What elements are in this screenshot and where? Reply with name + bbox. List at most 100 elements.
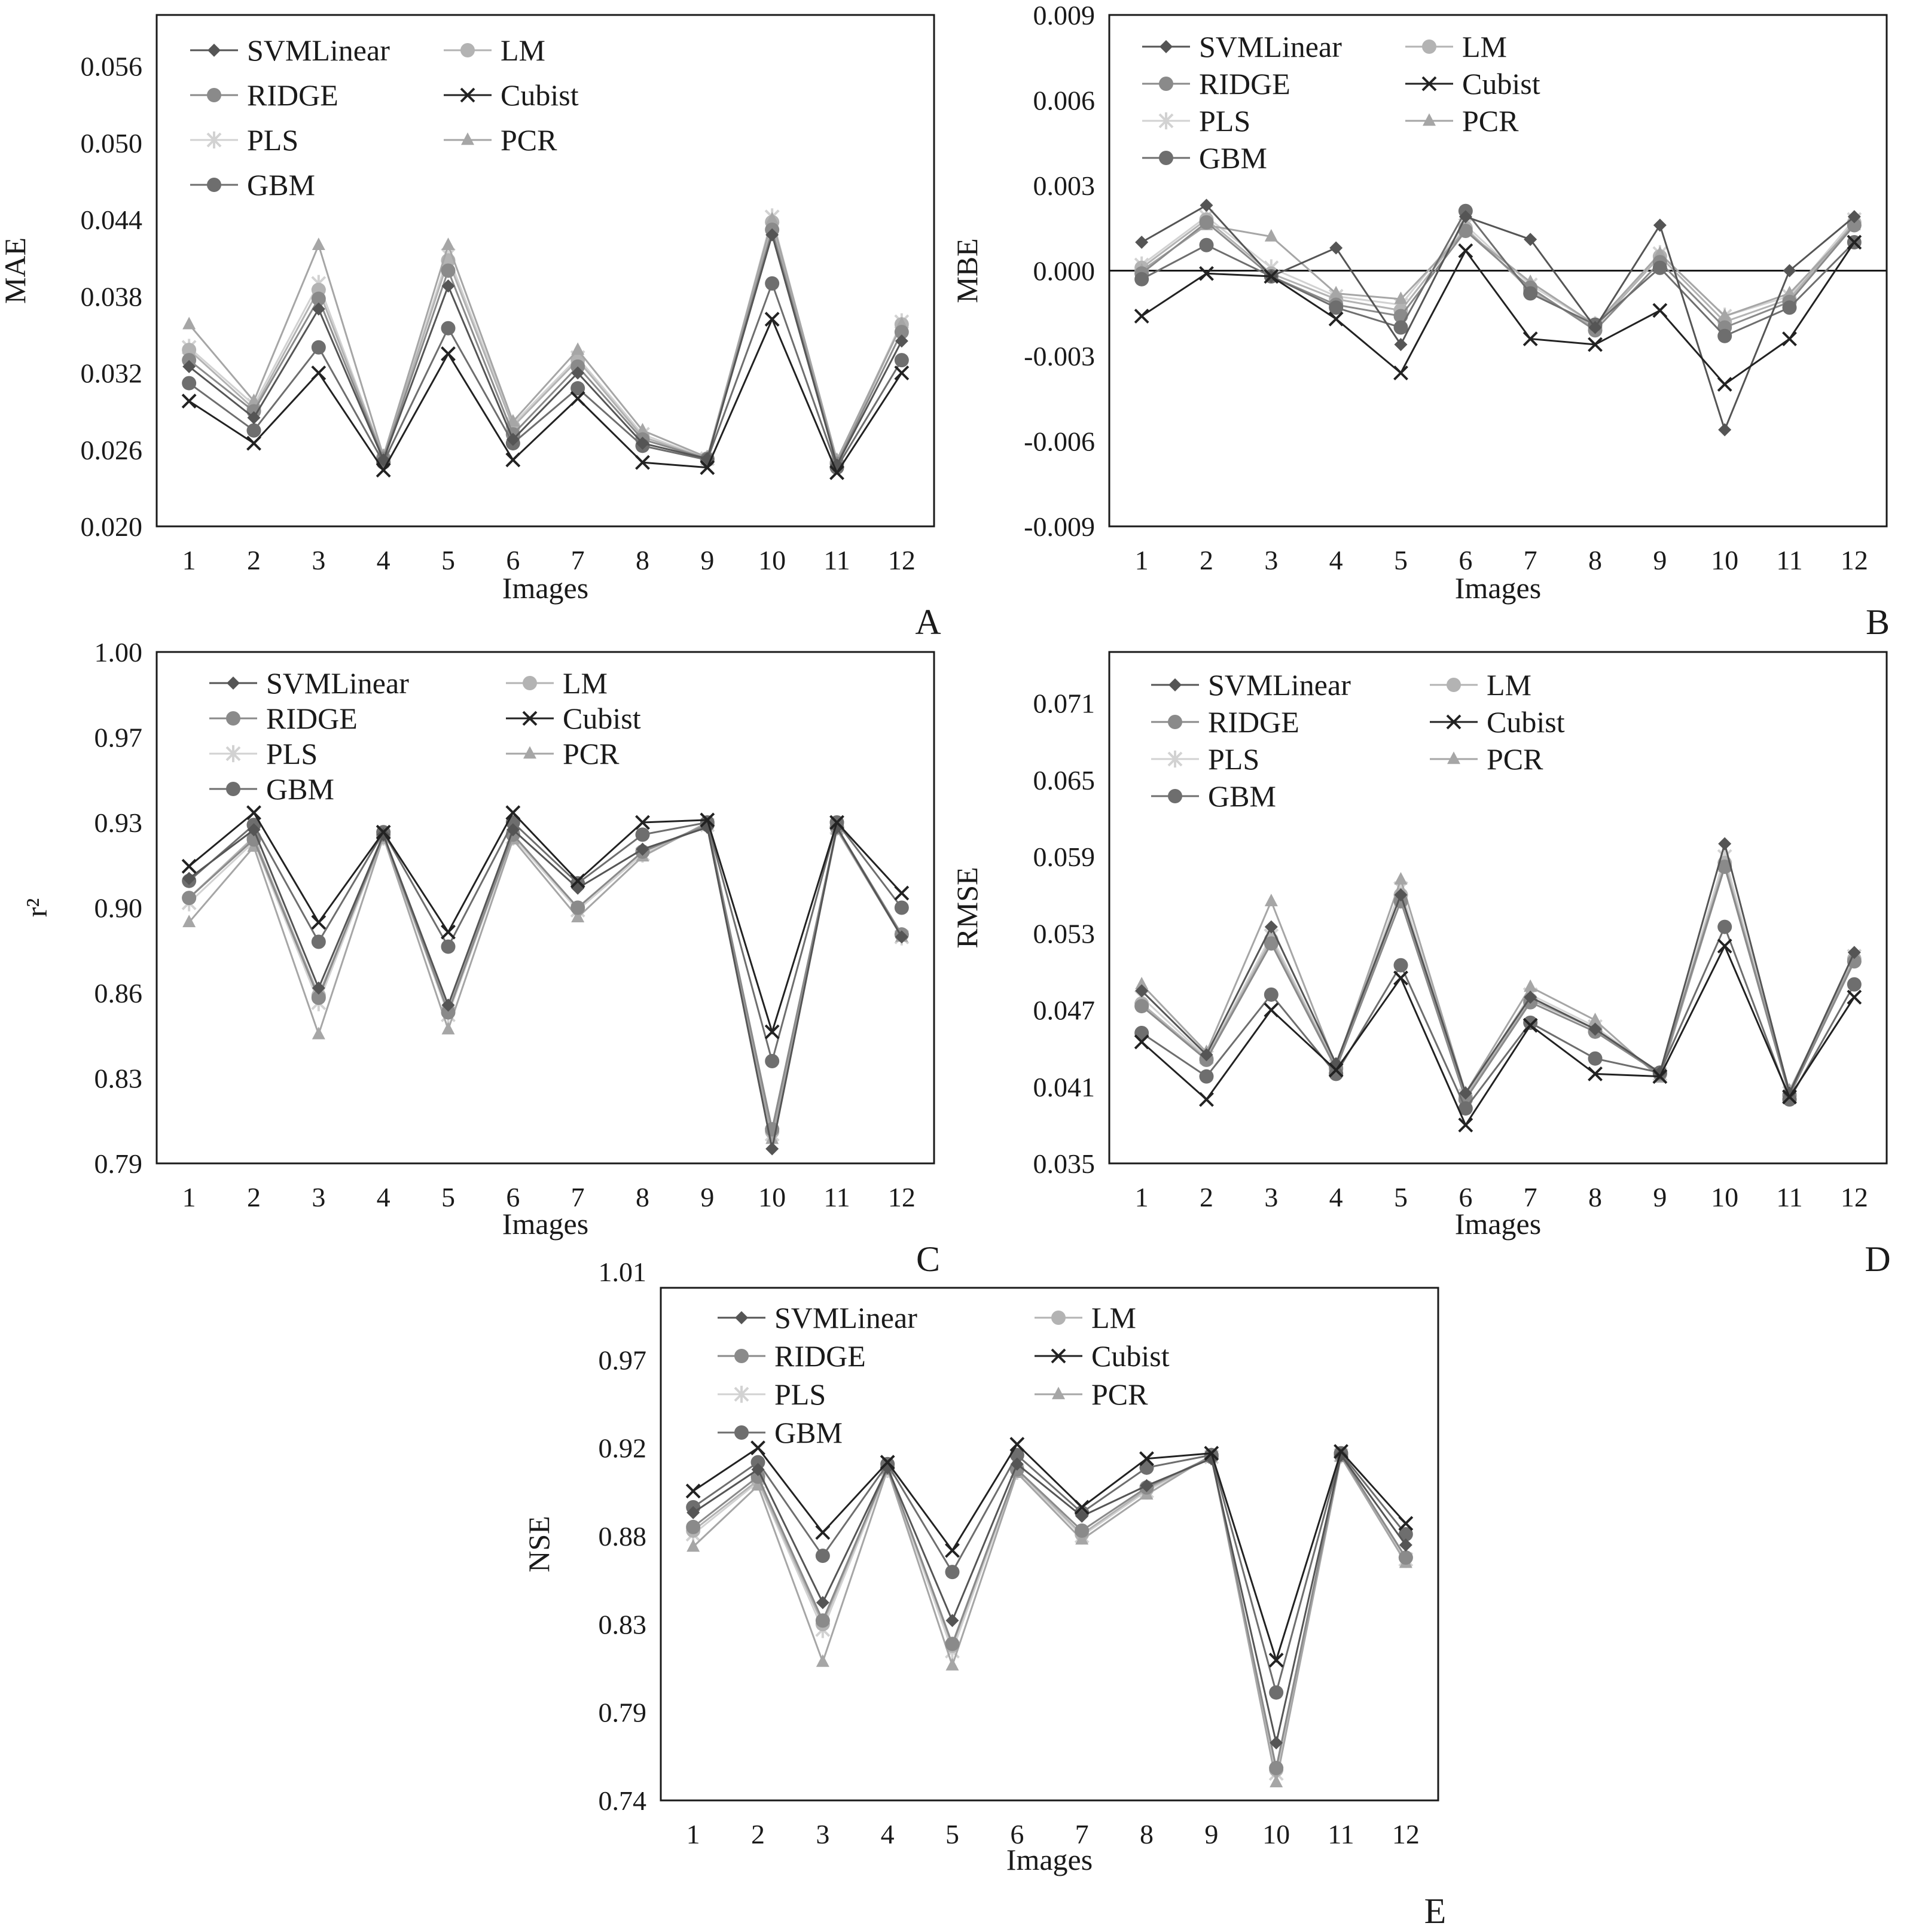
y-tick-label: 1.00: [94, 637, 143, 668]
data-point-cubist: [764, 312, 780, 327]
series-line-ridge: [1141, 221, 1855, 332]
x-tick-label: 6: [1459, 545, 1472, 575]
plot-frame: [1108, 651, 1888, 1165]
legend-marker: [523, 676, 537, 690]
series-line-svmlinear: [692, 1453, 1407, 1744]
legend-item-cubist: Cubist: [506, 702, 641, 735]
data-point-svmlinear: [1075, 1509, 1089, 1523]
legend-marker: [1051, 1348, 1066, 1364]
x-tick-label: 2: [247, 1182, 261, 1212]
x-tick-label: 5: [441, 1182, 455, 1212]
series-line-gbm: [188, 281, 903, 470]
data-point-cubist: [570, 873, 585, 889]
y-axis-label: NSE: [522, 1516, 556, 1572]
x-tick-label: 2: [1200, 545, 1213, 575]
panel-letter: D: [1865, 1239, 1890, 1279]
legend-marker: [460, 43, 475, 57]
data-point-gbm: [1269, 1685, 1284, 1700]
y-tick-label: 0.056: [81, 51, 143, 82]
series-line-cubist: [1141, 944, 1856, 1127]
data-point-cubist: [1328, 311, 1344, 327]
legend-marker: [1423, 113, 1436, 126]
y-tick-label: 0.88: [599, 1521, 647, 1552]
data-point-gbm: [635, 827, 650, 842]
data-point-gbm: [1393, 958, 1408, 973]
data-point-svmlinear: [1010, 1457, 1024, 1471]
data-point-svmlinear: [895, 930, 908, 944]
x-tick-label: 1: [182, 1182, 196, 1212]
series-cubist: [685, 1437, 1414, 1668]
x-tick-label: 3: [1264, 545, 1278, 575]
data-point-cubist: [1204, 1446, 1219, 1461]
data-point-cubist: [635, 815, 650, 830]
data-point-gbm: [1134, 1025, 1149, 1040]
data-point-ridge: [441, 1005, 456, 1020]
data-point-cubist: [829, 815, 844, 830]
x-tick-label: 8: [1588, 1182, 1602, 1212]
y-tick-label: 0.020: [81, 511, 143, 542]
legend: SVMLinear RIDGE PLS GBM LM Cubist PCR: [190, 33, 579, 202]
data-point-cubist: [1134, 1034, 1149, 1050]
data-point-cubist: [1847, 234, 1862, 250]
data-point-pcr: [1524, 979, 1537, 992]
legend-marker: [461, 132, 474, 145]
y-tick-label: 0.050: [81, 128, 143, 159]
legend-item-gbm: GBM: [718, 1416, 843, 1449]
legend-marker: [1160, 40, 1173, 53]
data-point-svmlinear: [1334, 1448, 1348, 1462]
data-point-pcr: [1653, 246, 1667, 259]
x-tick-label: 2: [1200, 1182, 1213, 1212]
x-tick-label: 1: [686, 1819, 700, 1849]
data-point-cubist: [1522, 331, 1538, 346]
data-point-cubist: [1199, 1092, 1214, 1107]
data-point-cubist: [1264, 269, 1279, 284]
data-point-svmlinear: [441, 998, 455, 1012]
x-tick-label: 9: [1653, 545, 1667, 575]
data-point-svmlinear: [1140, 1479, 1154, 1492]
data-point-cubist: [1334, 1444, 1348, 1459]
data-point-cubist: [1588, 1066, 1603, 1081]
y-tick-label: 1.01: [599, 1257, 647, 1287]
data-point-svmlinear: [571, 366, 585, 380]
legend-label: PLS: [774, 1378, 826, 1411]
data-point-pcr: [751, 1478, 765, 1491]
series-line-svmlinear: [188, 825, 903, 1149]
panel-letter: B: [1866, 602, 1890, 642]
data-point-cubist: [750, 1440, 765, 1456]
data-point-cubist: [1074, 1500, 1090, 1515]
data-point-svmlinear: [765, 1142, 779, 1156]
x-tick-label: 11: [823, 1182, 850, 1212]
legend-marker: [1158, 112, 1174, 130]
data-point-svmlinear: [441, 279, 455, 293]
data-point-ridge: [311, 291, 326, 306]
legend-marker: [1159, 151, 1173, 165]
legend-item-ridge: RIDGE: [1142, 67, 1290, 100]
data-point-ridge: [182, 891, 197, 906]
legend-label: SVMLinear: [1199, 30, 1342, 63]
data-point-svmlinear: [506, 432, 520, 446]
legend-label: GBM: [266, 772, 334, 806]
x-tick-label: 12: [888, 1182, 916, 1212]
legend-item-pls: PLS: [1151, 742, 1259, 776]
legend-marker: [1447, 678, 1461, 692]
data-point-cubist: [181, 858, 197, 874]
x-axis-label: Images: [1455, 571, 1541, 605]
legend-item-lm: LM: [444, 33, 545, 67]
data-point-svmlinear: [765, 228, 779, 242]
x-tick-label: 9: [700, 545, 714, 575]
data-point-svmlinear: [182, 359, 196, 373]
series-line-gbm: [1141, 209, 1855, 337]
legend-label: LM: [563, 666, 608, 700]
legend-label: SVMLinear: [266, 666, 409, 700]
y-tick-label: 0.038: [81, 281, 143, 312]
legend-item-gbm: GBM: [1142, 141, 1267, 175]
legend-marker: [227, 676, 240, 690]
data-point-svmlinear: [945, 1614, 959, 1628]
legend-item-ridge: RIDGE: [718, 1339, 866, 1373]
y-tick-label: 0.059: [1033, 842, 1096, 872]
data-point-gbm: [1458, 1101, 1473, 1116]
legend-item-svmlinear: SVMLinear: [1142, 30, 1342, 63]
legend-marker: [734, 1425, 749, 1440]
data-point-svmlinear: [247, 411, 261, 425]
data-point-lm: [182, 343, 197, 358]
